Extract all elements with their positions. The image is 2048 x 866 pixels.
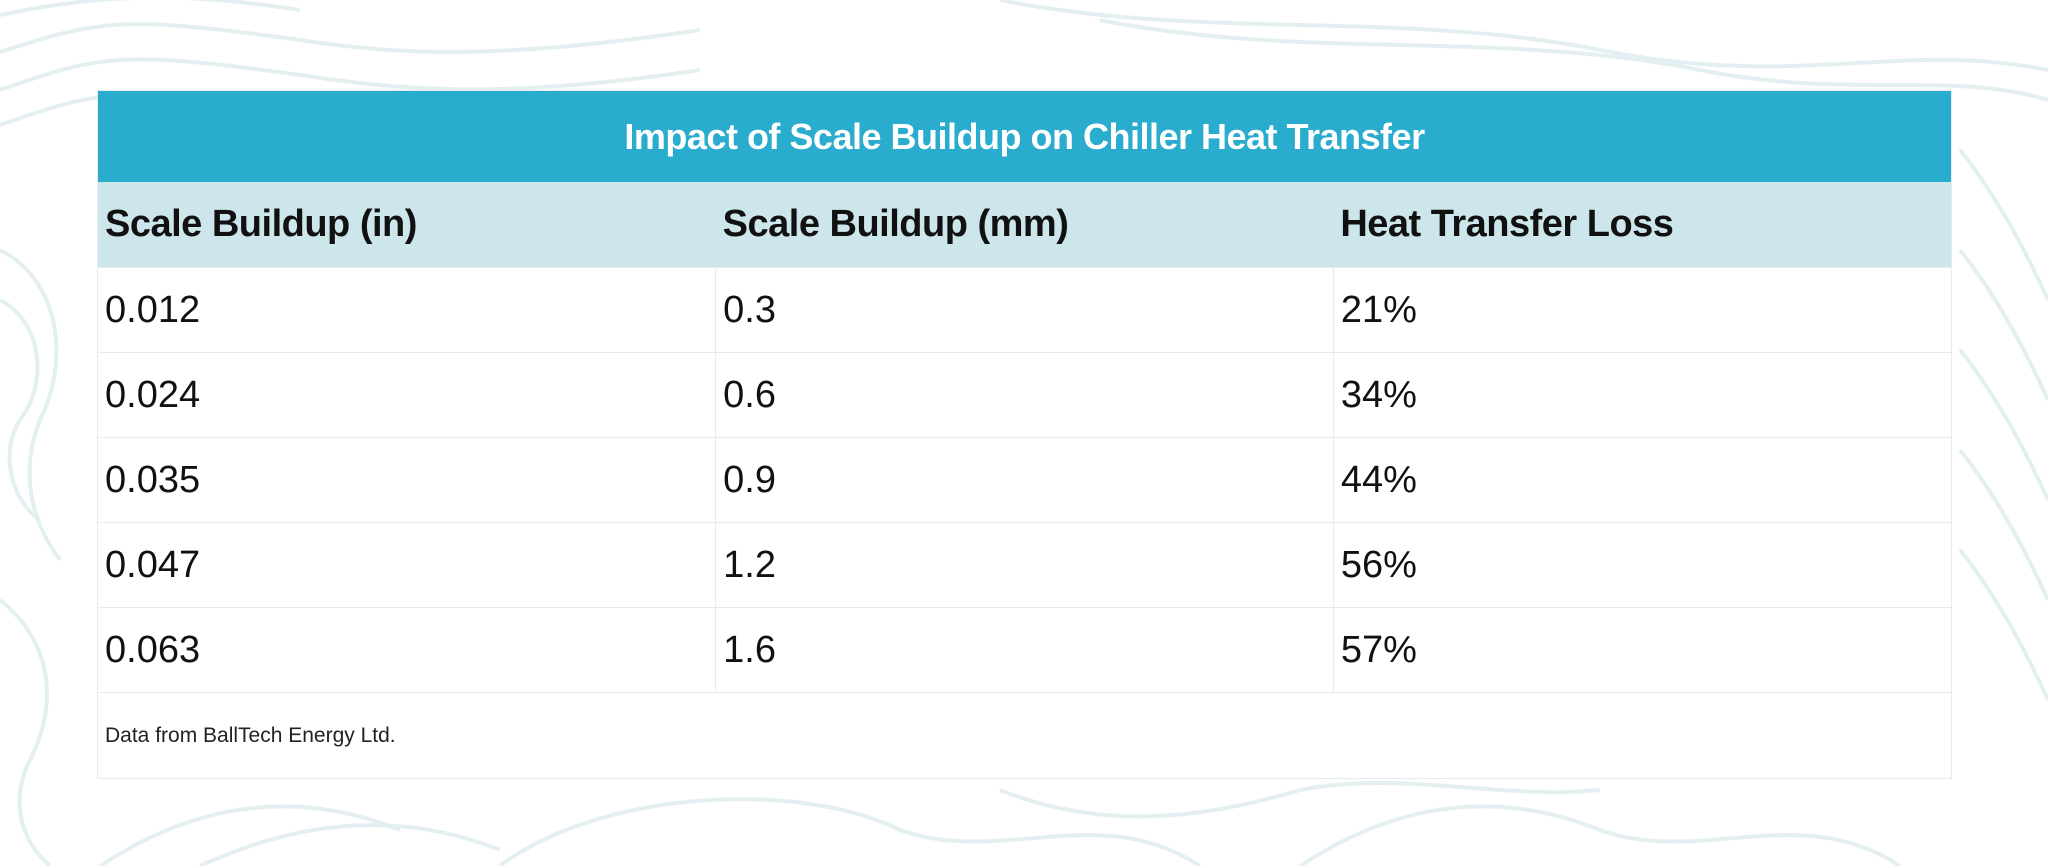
cell-scale-mm: 1.2 <box>715 522 1334 608</box>
table-row: 0.047 1.2 56% <box>98 522 1951 608</box>
table-row: 0.012 0.3 21% <box>98 267 1951 353</box>
cell-scale-mm: 0.3 <box>715 267 1334 353</box>
table-row: 0.063 1.6 57% <box>98 607 1951 692</box>
column-header-scale-mm: Scale Buildup (mm) <box>715 182 1334 268</box>
column-header-scale-in: Scale Buildup (in) <box>98 182 716 268</box>
data-table: Scale Buildup (in) Scale Buildup (mm) He… <box>98 182 1951 692</box>
cell-heat-loss: 44% <box>1333 437 1951 523</box>
cell-scale-mm: 0.9 <box>715 437 1334 523</box>
table-header-row: Scale Buildup (in) Scale Buildup (mm) He… <box>98 182 1951 268</box>
column-header-heat-loss: Heat Transfer Loss <box>1333 182 1951 268</box>
cell-scale-mm: 1.6 <box>715 607 1334 692</box>
cell-heat-loss: 21% <box>1333 267 1951 353</box>
table-row: 0.024 0.6 34% <box>98 352 1951 438</box>
cell-heat-loss: 57% <box>1333 607 1951 692</box>
cell-heat-loss: 34% <box>1333 352 1951 438</box>
source-note: Data from BallTech Energy Ltd. <box>98 692 1951 778</box>
table-row: 0.035 0.9 44% <box>98 437 1951 523</box>
cell-scale-in: 0.012 <box>98 267 717 353</box>
cell-heat-loss: 56% <box>1333 522 1951 608</box>
cell-scale-mm: 0.6 <box>715 352 1334 438</box>
data-table-card: Impact of Scale Buildup on Chiller Heat … <box>97 90 1952 779</box>
cell-scale-in: 0.047 <box>98 522 717 608</box>
cell-scale-in: 0.024 <box>98 352 717 438</box>
cell-scale-in: 0.063 <box>98 607 717 692</box>
table-title: Impact of Scale Buildup on Chiller Heat … <box>98 91 1951 182</box>
cell-scale-in: 0.035 <box>98 437 717 523</box>
